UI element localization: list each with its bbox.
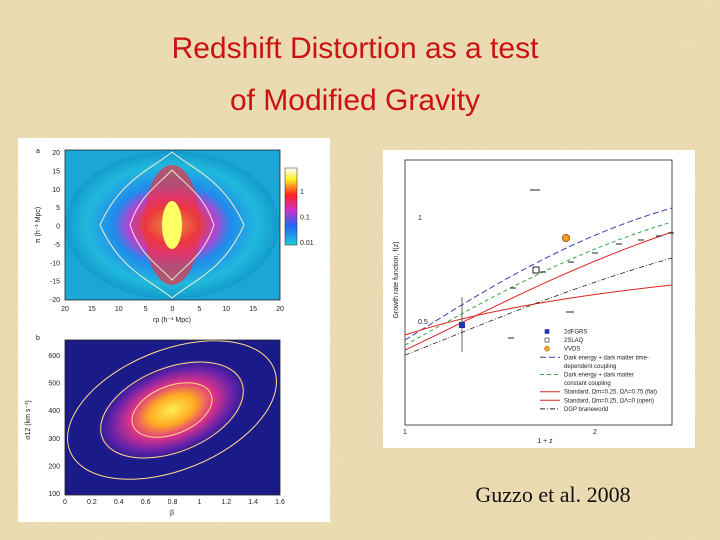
frame	[64, 339, 281, 496]
y-tick-label: 100	[48, 491, 60, 498]
y-tick-label: 5	[56, 205, 60, 212]
x-tick-label: 1	[197, 499, 201, 506]
point	[562, 234, 570, 242]
y-tick-label: 15	[52, 168, 60, 175]
x-tick-label: 1.6	[275, 499, 285, 506]
x-tick-label: 1	[403, 429, 407, 436]
legend-marker	[544, 337, 550, 343]
y-tick-label: -10	[50, 260, 60, 267]
x-tick-label: 1.4	[248, 499, 258, 506]
likelihood-field	[95, 358, 249, 462]
axis-label: 1 + z	[537, 438, 553, 445]
legend-label: dependent coupling	[564, 364, 616, 370]
curve	[404, 207, 673, 341]
x-tick-label: 5	[197, 306, 201, 313]
title-line: Redshift Distortion as a test	[172, 32, 539, 65]
axis-label: Growth rate function, f(z)	[393, 241, 400, 318]
y-tick-label: 20	[52, 150, 60, 157]
x-tick-label: 0	[63, 499, 67, 506]
colorbar	[284, 167, 298, 246]
legend-label: Standard, Ωm=0.25, ΩΛ=0 (open)	[564, 398, 654, 404]
heatmap-peak	[162, 201, 182, 249]
y-tick-label: -5	[54, 242, 60, 249]
y-tick-label: 400	[48, 408, 60, 415]
x-tick-label: 20	[276, 306, 284, 313]
x-tick-label: 0.4	[114, 499, 124, 506]
panel-label: b	[36, 335, 40, 342]
citation: Guzzo et al. 2008	[475, 482, 630, 507]
frame	[404, 159, 673, 426]
point	[532, 266, 540, 274]
x-tick-label: 2	[593, 429, 597, 436]
colorbar-tick-label: 1	[300, 189, 304, 196]
y-tick-label: 10	[52, 187, 60, 194]
y-tick-label: 500	[48, 381, 60, 388]
x-tick-label: 0.8	[168, 499, 178, 506]
colorbar-tick-label: 0.1	[300, 215, 310, 222]
legend-label: VVDS	[564, 347, 580, 353]
axis-label: π (h⁻¹ Mpc)	[35, 207, 42, 244]
y-tick-label: 300	[48, 436, 60, 443]
curve	[404, 221, 673, 346]
x-tick-label: 0.2	[87, 499, 97, 506]
x-tick-label: 0	[171, 306, 175, 313]
x-tick-label: 10	[115, 306, 123, 313]
y-tick-label: 0	[56, 224, 60, 231]
y-tick-label: 1	[418, 215, 422, 222]
contour	[131, 382, 213, 438]
frame	[64, 149, 281, 301]
legend-label: 2SLAQ	[564, 338, 584, 344]
axis-label: β	[170, 510, 174, 517]
legend-label: Standard, Ωm=0.25, ΩΛ=0.75 (flat)	[564, 390, 657, 396]
axis-label: rp (h⁻¹ Mpc)	[153, 317, 191, 324]
panel-label: a	[36, 148, 40, 155]
curve	[404, 257, 673, 356]
x-tick-label: 5	[144, 306, 148, 313]
y-tick-label: 0.5	[418, 319, 428, 326]
point	[459, 322, 465, 328]
points	[508, 189, 674, 339]
legend-marker	[544, 329, 550, 334]
x-tick-label: 15	[249, 306, 257, 313]
legend-label: DGP braneworld	[564, 407, 608, 413]
x-tick-label: 20	[61, 306, 69, 313]
y-tick-label: -15	[50, 279, 60, 286]
y-tick-label: 600	[48, 353, 60, 360]
legend-label: constant coupling	[564, 381, 611, 387]
y-tick-label: -20	[50, 297, 60, 304]
contour	[99, 151, 245, 299]
axis-label: σ12 (km s⁻¹)	[25, 400, 32, 440]
curve	[404, 284, 673, 336]
contour	[100, 361, 244, 459]
legend-label: 2dFGRS	[564, 330, 587, 336]
x-tick-label: 1.2	[221, 499, 231, 506]
x-tick-label: 15	[88, 306, 96, 313]
legend-marker	[544, 345, 550, 352]
y-tick-label: 200	[48, 463, 60, 470]
figure-right	[383, 150, 695, 448]
title-line: of Modified Gravity	[230, 84, 480, 117]
curve	[404, 231, 673, 351]
colorbar-tick-label: 0.01	[300, 240, 314, 247]
legend-label: Dark energy + dark matter time-	[564, 355, 649, 361]
legend-label: Dark energy + dark matter	[564, 373, 634, 379]
contour	[67, 340, 277, 480]
x-tick-label: 10	[222, 306, 230, 313]
x-tick-label: 0.6	[141, 499, 151, 506]
contour	[129, 169, 215, 281]
